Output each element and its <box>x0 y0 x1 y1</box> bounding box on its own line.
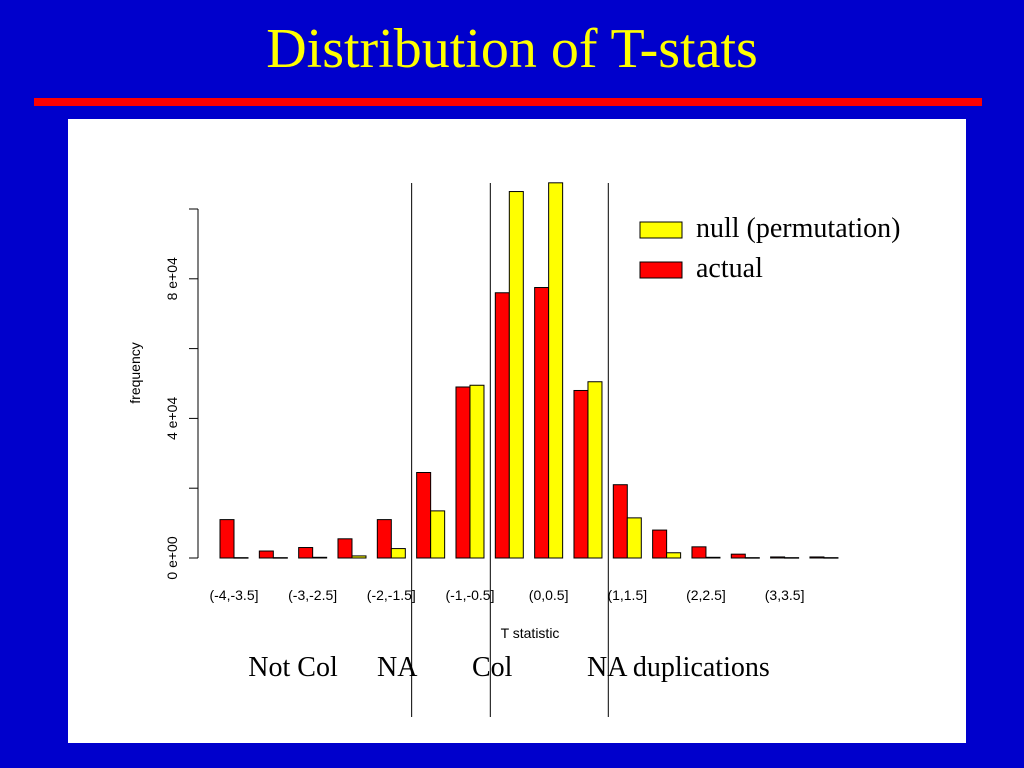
legend-swatch-0 <box>639 221 683 239</box>
bar-actual-4 <box>376 519 392 559</box>
slide-title: Distribution of T-stats <box>266 18 758 80</box>
bar-actual-15 <box>809 556 825 559</box>
region-label-0: Not Col <box>248 652 338 683</box>
region-label-2: Col <box>472 652 513 683</box>
bar-null-12 <box>705 556 721 559</box>
bar-actual-8 <box>534 287 550 559</box>
region-label-1: NA <box>377 652 418 683</box>
bar-actual-13 <box>730 553 746 559</box>
x-tick-label-3: (-1,-0.5] <box>445 587 494 603</box>
x-tick-label-6: (2,2.5] <box>686 587 726 603</box>
t-stat-histogram: 0 e+00 4 e+04 8 e+04 frequency (-4,-3.5] (-3,… <box>127 182 901 717</box>
x-tick-label-2: (-2,-1.5] <box>367 587 416 603</box>
x-tick-label-1: (-3,-2.5] <box>288 587 337 603</box>
legend-swatch-1 <box>639 261 683 279</box>
bar-null-14 <box>784 557 800 559</box>
bar-actual-3 <box>337 538 353 559</box>
plot-panel: 0 e+00 4 e+04 8 e+04 frequency (-4,-3.5] (-3,… <box>68 119 966 743</box>
bar-actual-0 <box>219 519 235 559</box>
title-rule <box>34 98 982 106</box>
bar-null-0 <box>233 557 249 559</box>
y-tick-label-0: 0 e+00 <box>164 536 180 579</box>
bar-null-2 <box>312 556 328 559</box>
legend-label-0: null (permutation) <box>696 213 901 244</box>
bar-actual-9 <box>573 389 589 559</box>
x-tick-label-7: (3,3.5] <box>765 587 805 603</box>
bar-null-5 <box>430 510 446 559</box>
bar-actual-7 <box>494 292 510 559</box>
bar-actual-5 <box>416 472 432 559</box>
y-tick-label-1: 4 e+04 <box>164 397 180 440</box>
bar-null-6 <box>469 384 485 559</box>
x-tick-label-0: (-4,-3.5] <box>209 587 258 603</box>
bar-null-9 <box>587 381 603 559</box>
bar-null-15 <box>823 557 839 559</box>
bar-null-10 <box>626 517 642 559</box>
bar-actual-10 <box>612 484 628 559</box>
bar-null-11 <box>666 552 682 559</box>
legend-label-1: actual <box>696 253 763 284</box>
bar-null-7 <box>508 191 524 559</box>
x-axis-title: T statistic <box>501 625 560 641</box>
x-tick-label-5: (1,1.5] <box>607 587 647 603</box>
bar-null-1 <box>272 557 288 559</box>
bar-actual-2 <box>298 547 314 559</box>
bar-actual-14 <box>770 556 786 559</box>
region-label-3: NA duplications <box>587 652 770 683</box>
bar-null-4 <box>390 548 406 559</box>
bar-actual-12 <box>691 546 707 559</box>
bar-actual-6 <box>455 386 471 559</box>
bar-actual-1 <box>258 550 274 559</box>
y-axis-title: frequency <box>127 342 143 403</box>
bar-null-8 <box>548 182 564 559</box>
bar-null-3 <box>351 555 367 559</box>
y-tick-label-2: 8 e+04 <box>164 257 180 300</box>
x-tick-label-4: (0,0.5] <box>529 587 569 603</box>
bar-actual-11 <box>652 529 668 559</box>
bar-null-13 <box>744 557 760 559</box>
